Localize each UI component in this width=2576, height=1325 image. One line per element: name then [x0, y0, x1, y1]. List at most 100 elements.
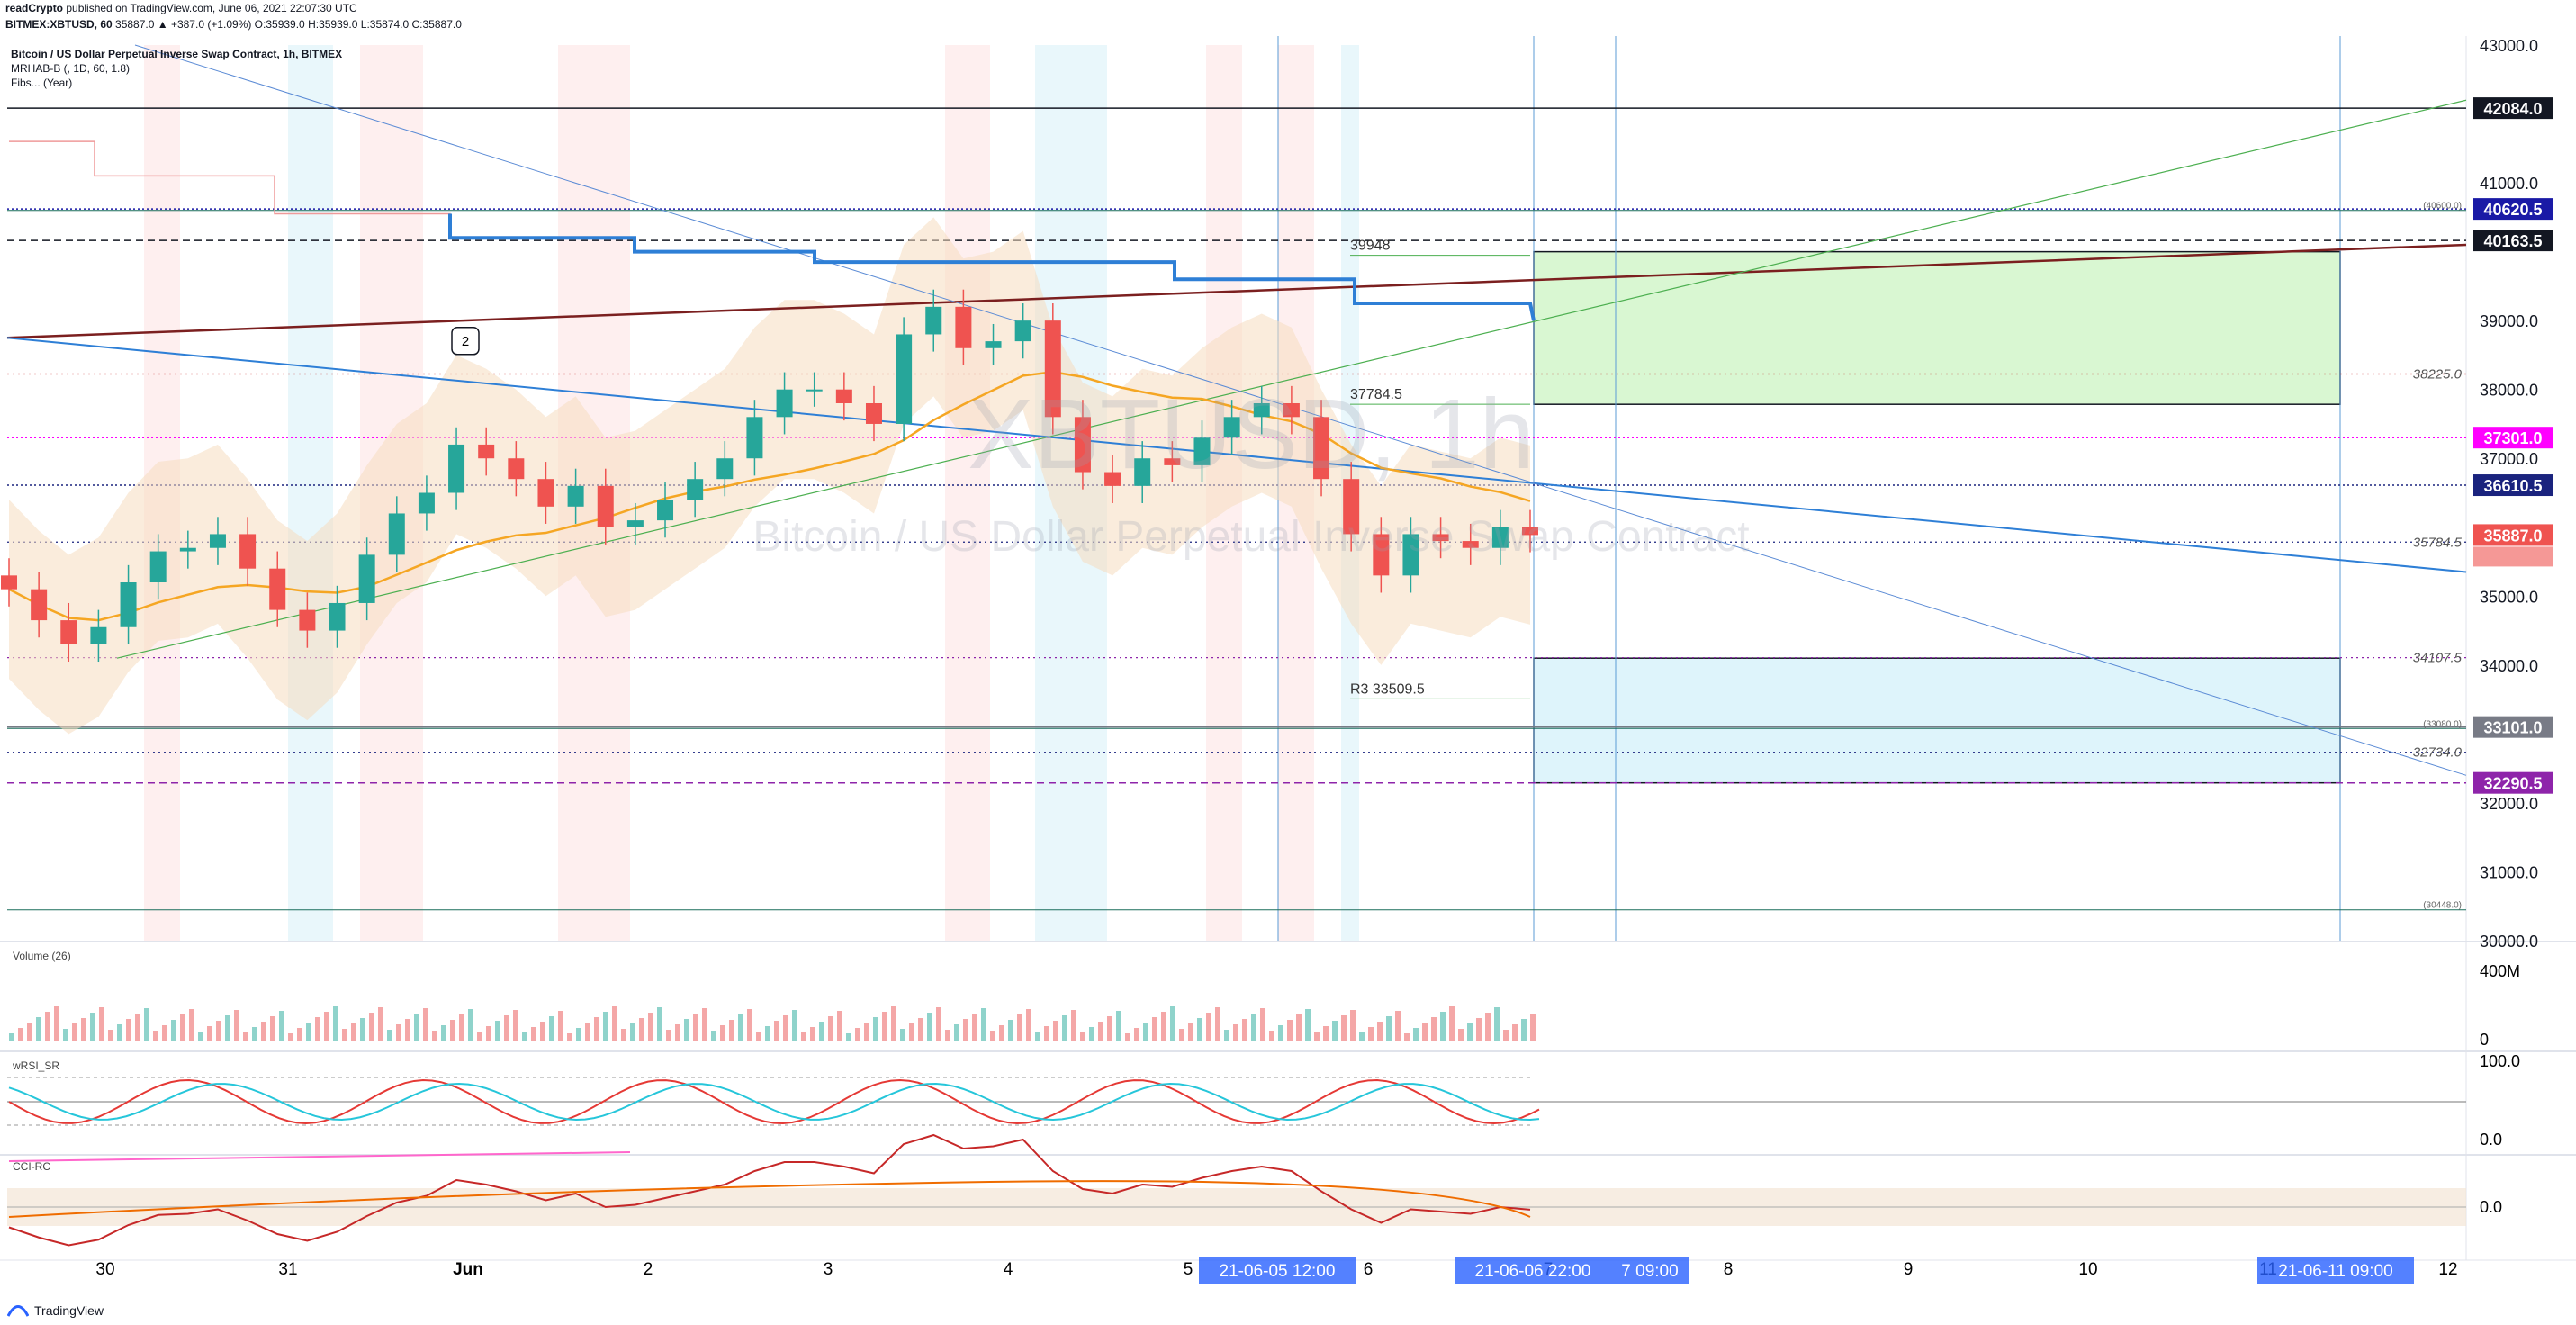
x-tick-label: 2	[644, 1260, 653, 1279]
candle-body	[1044, 320, 1061, 418]
candle-body	[31, 589, 48, 621]
volume-bar	[657, 1007, 662, 1041]
candle-body	[329, 602, 346, 631]
tradingview-brand: TradingView	[34, 1303, 104, 1318]
volume-bar	[207, 1026, 212, 1041]
candle-body	[60, 620, 77, 644]
volume-bar	[1413, 1028, 1419, 1041]
rsi-signal-line	[8, 1082, 1540, 1122]
x-tick-label: 31	[278, 1260, 297, 1279]
volume-bar	[324, 1012, 329, 1041]
volume-bar	[585, 1023, 590, 1041]
volume-bar	[927, 1013, 932, 1041]
candle-body	[1313, 417, 1330, 480]
candle-body	[1462, 541, 1479, 548]
cci-axis-label: 0.0	[2480, 1198, 2502, 1216]
candle-body	[1164, 458, 1181, 465]
time-badge	[1455, 1257, 1611, 1284]
rsi-axis-label: 0.0	[2480, 1131, 2502, 1149]
volume-bar	[297, 1028, 302, 1041]
volume-bar	[747, 1009, 752, 1041]
volume-bar	[477, 1032, 482, 1041]
volume-bar	[171, 1020, 176, 1041]
volume-bar	[1512, 1024, 1518, 1041]
x-tick-label: Jun	[453, 1260, 483, 1279]
volume-bar	[153, 1031, 158, 1041]
volume-bar	[909, 1023, 914, 1041]
cci-average-line	[8, 1180, 1531, 1218]
candle-body	[716, 458, 734, 480]
volume-bar	[981, 1008, 986, 1041]
candle-body	[626, 520, 644, 527]
volume-bar	[333, 1006, 338, 1041]
panel-title-rsi: wRSI_SR	[12, 1059, 59, 1072]
volume-bar	[720, 1025, 725, 1041]
candle-body	[1223, 417, 1240, 438]
volume-bar	[1035, 1032, 1040, 1041]
candle-body	[209, 534, 226, 548]
candle-body	[537, 479, 554, 507]
fib-label: 34107.5	[2413, 651, 2463, 666]
volume-bar	[261, 1022, 266, 1041]
volume-bar	[1053, 1021, 1058, 1041]
volume-bar	[864, 1023, 869, 1041]
volume-bar	[783, 1015, 788, 1041]
price-level-badge	[2473, 427, 2553, 449]
volume-bar	[972, 1014, 977, 1041]
volume-bar	[1287, 1020, 1293, 1041]
price-level-badge-label: 40620.5	[2483, 201, 2542, 219]
volume-bar	[1494, 1007, 1500, 1041]
volume-bar	[81, 1018, 86, 1041]
candle-body	[1283, 403, 1300, 418]
x-tick-label: 4	[1004, 1260, 1013, 1279]
volume-bar	[126, 1019, 131, 1041]
volume-bar	[522, 1032, 527, 1041]
time-badge	[1199, 1257, 1356, 1284]
volume-bar	[162, 1025, 167, 1041]
volume-bar	[891, 1006, 896, 1041]
volume-bar	[225, 1015, 230, 1041]
candle-body	[1193, 437, 1211, 465]
volume-bar	[252, 1027, 257, 1041]
volume-bar	[1170, 1006, 1175, 1041]
volume-bar	[18, 1028, 23, 1041]
volume-bar	[1341, 1015, 1347, 1041]
legend-indicator-fibs[interactable]: Fibs... (Year)	[11, 77, 73, 89]
candle-body	[776, 389, 793, 418]
volume-bar	[801, 1032, 806, 1041]
symbol-line: BITMEX:XBTUSD, 60	[5, 18, 113, 31]
x-tick-label: 30	[95, 1260, 114, 1279]
volume-axis-label: 400M	[2480, 962, 2520, 980]
y-tick-label: 34000.0	[2480, 657, 2538, 675]
volume-bar	[630, 1023, 635, 1041]
volume-bar	[1530, 1014, 1536, 1041]
y-tick-label: 38000.0	[2480, 382, 2538, 400]
price-level-badge-label: 33101.0	[2483, 719, 2542, 737]
volume-bar	[1215, 1007, 1220, 1041]
fib-label: 35784.5	[2413, 535, 2463, 550]
panel-title-cci: CCI-RC	[13, 1160, 50, 1173]
volume-bar	[1377, 1022, 1383, 1041]
volume-bar	[1044, 1026, 1049, 1041]
legend-indicator-mrhab[interactable]: MRHAB-B (, 1D, 60, 1.8)	[11, 62, 131, 75]
candle-body	[269, 568, 286, 610]
price-level-badge	[2473, 97, 2553, 120]
volume-bar	[360, 1018, 365, 1041]
volume-bar	[1089, 1027, 1094, 1041]
x-tick-label: 5	[1184, 1260, 1193, 1279]
candle-body	[1343, 479, 1360, 535]
session-band	[945, 45, 990, 941]
volume-bar	[486, 1026, 491, 1041]
y-tick-label: 32000.0	[2480, 795, 2538, 813]
author-name[interactable]: readCrypto	[5, 2, 64, 14]
volume-bar	[819, 1022, 824, 1041]
candle-body	[478, 444, 495, 459]
price-level-badge	[2473, 198, 2553, 221]
volume-bar	[243, 1032, 248, 1041]
volume-bar	[1395, 1011, 1401, 1041]
tradingview-footer[interactable]: TradingView	[7, 1303, 104, 1318]
x-tick-label: 10	[2078, 1260, 2097, 1279]
volatility-cloud	[9, 217, 1530, 735]
volume-bar	[414, 1014, 419, 1041]
